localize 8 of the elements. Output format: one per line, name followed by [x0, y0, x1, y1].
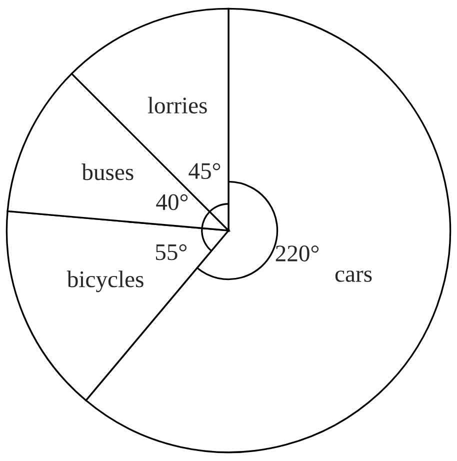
slice-label: bicycles [66, 270, 144, 292]
data-label: 45° [188, 163, 220, 180]
slice-label: lorries [148, 96, 207, 114]
data-label: 40° [156, 194, 188, 210]
slice-label: cars [335, 270, 372, 282]
slice-label: buses [82, 164, 134, 180]
data-label: 220° [276, 246, 319, 262]
data-label: 55° [156, 244, 187, 260]
